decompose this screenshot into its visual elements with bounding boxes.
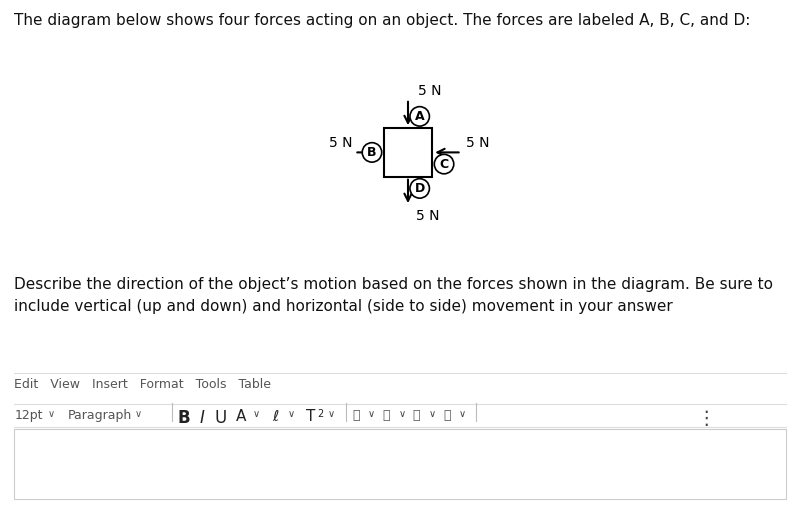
Text: Paragraph: Paragraph: [68, 409, 132, 422]
Text: 🔗: 🔗: [352, 409, 359, 422]
Text: ∨: ∨: [288, 409, 295, 419]
Text: 🖥: 🖥: [413, 409, 420, 422]
Text: C: C: [439, 157, 449, 171]
Text: ℓ: ℓ: [272, 409, 278, 424]
Text: A: A: [415, 110, 425, 123]
Text: U: U: [214, 409, 226, 427]
Text: 5 N: 5 N: [418, 84, 442, 98]
Text: ∨: ∨: [429, 409, 436, 419]
Text: 📄: 📄: [443, 409, 450, 422]
Text: 5 N: 5 N: [329, 136, 353, 150]
Text: ∨: ∨: [134, 409, 142, 419]
Circle shape: [434, 154, 454, 174]
Text: I: I: [199, 409, 204, 427]
Circle shape: [362, 143, 382, 162]
Text: B: B: [367, 146, 377, 159]
Text: 🖼: 🖼: [382, 409, 390, 422]
Text: 5 N: 5 N: [416, 209, 439, 223]
Text: ∨: ∨: [398, 409, 406, 419]
Text: ∨: ∨: [368, 409, 375, 419]
Text: The diagram below shows four forces acting on an object. The forces are labeled : The diagram below shows four forces acti…: [14, 13, 750, 28]
Bar: [384, 128, 432, 177]
Text: 2: 2: [318, 409, 324, 419]
Text: 5 N: 5 N: [466, 136, 490, 150]
Text: T: T: [306, 409, 316, 424]
Text: D: D: [414, 182, 425, 195]
Text: Describe the direction of the object’s motion based on the forces shown in the d: Describe the direction of the object’s m…: [14, 277, 774, 314]
Text: ∨: ∨: [253, 409, 260, 419]
Text: Edit   View   Insert   Format   Tools   Table: Edit View Insert Format Tools Table: [14, 378, 271, 392]
Circle shape: [410, 179, 430, 198]
Text: ⋮: ⋮: [696, 409, 715, 428]
Text: B: B: [178, 409, 190, 427]
Text: ∨: ∨: [459, 409, 466, 419]
Text: ∨: ∨: [48, 409, 55, 419]
Text: ∨: ∨: [328, 409, 335, 419]
Circle shape: [410, 107, 430, 126]
Text: A: A: [236, 409, 246, 424]
Text: 12pt: 12pt: [14, 409, 43, 422]
